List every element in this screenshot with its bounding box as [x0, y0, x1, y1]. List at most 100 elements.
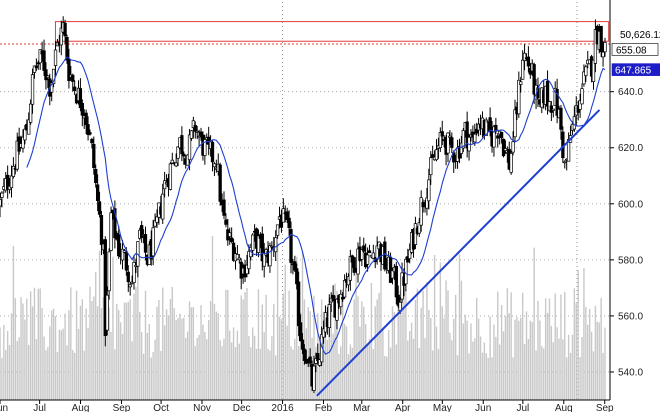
candle-body: [197, 135, 201, 138]
x-tick-label: Mar: [353, 403, 371, 412]
candlestick: [295, 263, 299, 290]
candlestick: [99, 210, 104, 256]
candlestick: [346, 273, 351, 292]
candlestick: [256, 229, 261, 258]
candle-body: [450, 137, 454, 148]
candle-body: [421, 202, 425, 208]
candle-body: [231, 242, 236, 261]
candlestick: [287, 210, 291, 236]
candlestick: [488, 107, 492, 137]
candlestick: [80, 99, 84, 127]
candle-body: [438, 132, 442, 149]
x-tick-label: Aug: [555, 403, 573, 412]
candle-body: [237, 257, 241, 261]
candle-body: [120, 248, 125, 261]
candle-body: [103, 239, 107, 336]
candlestick: [27, 112, 31, 135]
candlestick: [203, 134, 207, 165]
candle-body: [431, 154, 435, 158]
candlestick: [367, 244, 372, 254]
x-tick-label: Sep: [596, 403, 614, 412]
candle-body: [484, 119, 488, 136]
candle-body: [331, 294, 335, 302]
trendline-layer: [316, 109, 601, 397]
candle-body: [9, 175, 14, 189]
candle-body: [341, 297, 345, 300]
candle-body: [73, 86, 77, 91]
candle-body: [187, 134, 192, 161]
candlestick: [417, 218, 421, 237]
candlestick: [461, 128, 465, 153]
candlestick: [438, 127, 442, 152]
candlestick: [580, 83, 584, 105]
candle-body: [0, 192, 4, 198]
candle-body: [109, 212, 113, 251]
candle-body: [170, 159, 174, 164]
candlestick: [517, 71, 521, 118]
candlestick: [11, 157, 16, 179]
y-tick-label: 540.0: [618, 367, 643, 378]
x-tick-label: May: [433, 403, 452, 412]
candlestick: [95, 174, 100, 212]
candlestick: [251, 232, 255, 257]
candlestick: [532, 62, 536, 104]
candlestick: [327, 294, 331, 338]
candle-body: [295, 268, 299, 285]
candle-body: [492, 126, 496, 148]
candlestick: [371, 244, 375, 259]
candle-body: [293, 261, 297, 271]
candle-body: [285, 211, 289, 221]
candlestick: [168, 162, 173, 191]
candlestick: [341, 291, 345, 303]
price-tags: 50,626.12 655.08 647.865: [611, 30, 660, 77]
candle-body: [59, 27, 63, 46]
candle-body: [563, 161, 567, 164]
candlestick: [105, 286, 109, 336]
candle-body: [425, 197, 429, 209]
candle-body: [6, 174, 10, 190]
candle-body: [95, 184, 100, 201]
candlestick: [235, 245, 240, 260]
candle-body: [99, 215, 104, 245]
x-tick-label: Aug: [72, 403, 90, 412]
candlestick: [375, 236, 379, 265]
candle-body: [245, 264, 249, 275]
candle-body: [394, 265, 398, 298]
candlestick: [262, 242, 266, 278]
candle-body: [339, 293, 343, 308]
candlestick: [526, 46, 531, 73]
candlestick: [120, 239, 125, 270]
candle-body: [97, 201, 102, 215]
candlestick: [601, 41, 605, 67]
candle-body: [591, 59, 596, 82]
candlestick: [162, 171, 167, 198]
candle-body: [122, 250, 127, 253]
candle-body: [168, 163, 173, 190]
candle-body: [174, 162, 178, 167]
candle-body: [27, 119, 31, 135]
candle-body: [365, 254, 370, 265]
candle-body: [465, 121, 469, 149]
candle-body: [67, 59, 71, 82]
candlestick: [413, 216, 418, 250]
candle-body: [132, 262, 136, 284]
candlestick: [406, 248, 410, 263]
candlestick: [321, 320, 326, 344]
candlestick: [304, 349, 308, 364]
candle-body: [50, 82, 54, 93]
candlestick: [563, 160, 567, 169]
candlestick: [365, 247, 370, 272]
candle-body: [140, 225, 144, 238]
candlestick: [86, 116, 90, 141]
candle-body: [15, 140, 19, 170]
candle-body: [566, 139, 571, 162]
candle-body: [275, 224, 280, 236]
axes: 540.0 560.0 580.0 600.0 620.0 640.0 Jun Jul Aug S…: [0, 0, 643, 414]
candle-body: [182, 153, 186, 157]
candle-body: [63, 22, 67, 37]
candle-body: [11, 165, 16, 177]
candle-body: [65, 36, 69, 61]
candlestick: [348, 249, 353, 291]
candlestick: [499, 131, 504, 144]
